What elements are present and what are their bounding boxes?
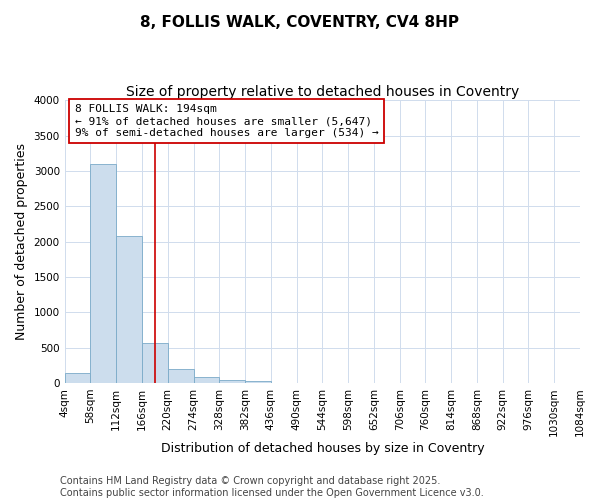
Text: Contains HM Land Registry data © Crown copyright and database right 2025.
Contai: Contains HM Land Registry data © Crown c… — [60, 476, 484, 498]
Bar — [168, 369, 193, 383]
X-axis label: Distribution of detached houses by size in Coventry: Distribution of detached houses by size … — [161, 442, 484, 455]
Bar — [91, 164, 116, 383]
Bar — [193, 378, 219, 383]
Bar — [219, 380, 245, 383]
Text: 8 FOLLIS WALK: 194sqm
← 91% of detached houses are smaller (5,647)
9% of semi-de: 8 FOLLIS WALK: 194sqm ← 91% of detached … — [75, 104, 379, 138]
Bar — [116, 236, 142, 383]
Bar — [142, 342, 168, 383]
Title: Size of property relative to detached houses in Coventry: Size of property relative to detached ho… — [126, 85, 519, 99]
Y-axis label: Number of detached properties: Number of detached properties — [15, 143, 28, 340]
Bar — [65, 373, 91, 383]
Text: 8, FOLLIS WALK, COVENTRY, CV4 8HP: 8, FOLLIS WALK, COVENTRY, CV4 8HP — [140, 15, 460, 30]
Bar — [245, 381, 271, 383]
